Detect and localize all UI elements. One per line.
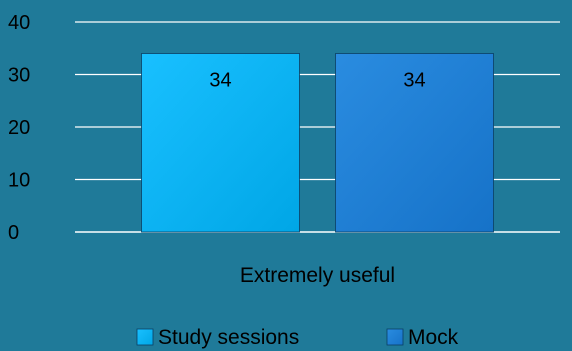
legend-label: Study sessions [158,326,299,349]
y-axis-tick-labels: 0 10 20 30 40 [8,12,30,244]
y-tick-label: 0 [8,222,19,244]
legend-swatch [386,328,404,346]
data-label: 34 [403,70,425,92]
legend-swatch [136,328,154,346]
bar-mock [335,53,494,233]
data-labels: 34 34 [209,70,425,92]
legend-item-study-sessions: Study sessions [136,326,299,349]
x-category-label: Extremely useful [240,264,395,287]
legend-item-mock: Mock [386,326,459,349]
data-label: 34 [209,70,231,92]
y-tick-label: 40 [8,12,30,34]
x-axis-category-labels: Extremely useful [240,264,395,287]
y-tick-label: 20 [8,117,30,139]
legend-label: Mock [408,326,459,349]
bar-study-sessions [141,53,300,233]
legend: Study sessions Mock [136,326,459,349]
y-tick-label: 30 [8,65,30,87]
y-tick-label: 10 [8,170,30,192]
bars [141,53,494,233]
